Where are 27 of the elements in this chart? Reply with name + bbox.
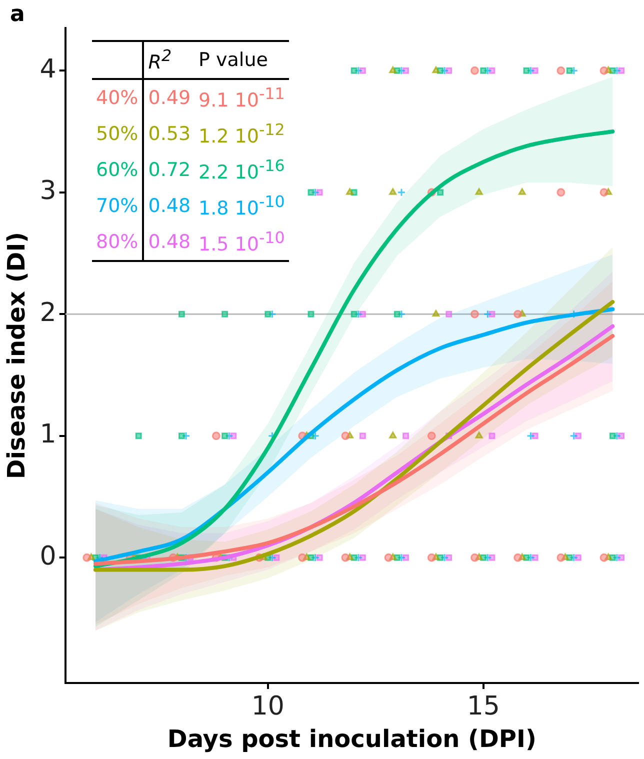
y-tick-label: 4	[40, 54, 56, 84]
text: 60%	[92, 152, 144, 188]
annotation: 1.2 10$^{-12}$	[198, 119, 286, 150]
y-tick-label: 3	[40, 176, 56, 206]
text: 70%	[92, 188, 144, 224]
chart-title: a	[10, 2, 25, 27]
annotation: P value	[198, 48, 269, 73]
annotation: 9.1 10$^{-11}$	[198, 83, 286, 114]
text: 50%	[92, 116, 144, 152]
text: 40%	[92, 79, 144, 116]
x-axis-title: Days post inoculation (DPI)	[167, 724, 536, 753]
annotation: 0.72	[147, 158, 192, 183]
annotation: 1.8 10$^{-10}$	[198, 191, 286, 222]
x-tick-label: 10	[251, 691, 284, 722]
y-tick-label: 2	[40, 298, 56, 328]
annotation: 0.53	[147, 122, 192, 147]
y-tick-label: 1	[40, 420, 56, 450]
annotation: 0.49	[147, 86, 192, 111]
x-tick-label: 15	[466, 691, 500, 722]
y-tick-label: 0	[40, 541, 56, 572]
y-axis-title: Disease index (DI)	[2, 232, 31, 480]
annotation: 1.5 10$^{-10}$	[198, 227, 286, 258]
annotation: 0.48	[147, 194, 192, 219]
annotation: 0.48	[147, 230, 192, 255]
text: 80%	[92, 224, 144, 261]
annotation: 2.2 10$^{-16}$	[198, 155, 286, 186]
annotation: R$^{2}$	[147, 45, 173, 76]
